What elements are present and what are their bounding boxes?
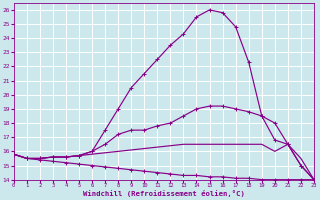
X-axis label: Windchill (Refroidissement éolien,°C): Windchill (Refroidissement éolien,°C) [83, 190, 245, 197]
